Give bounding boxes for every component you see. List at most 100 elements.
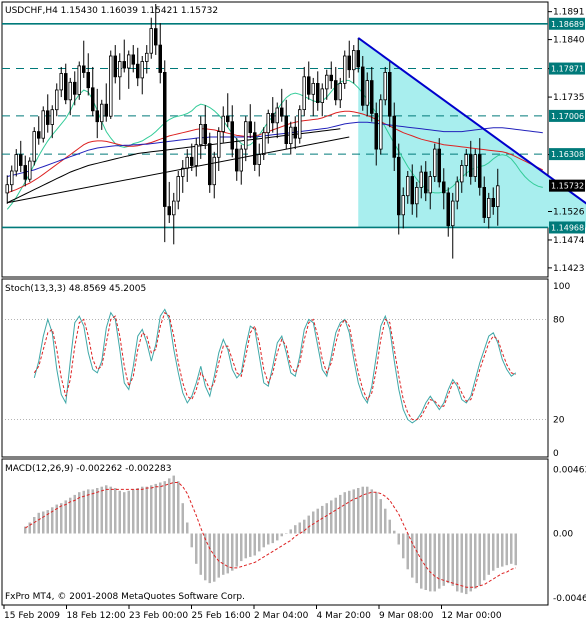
macd-histogram-bar bbox=[235, 533, 238, 567]
price-level-tag-label: 1.16308 bbox=[551, 150, 584, 159]
candle-body bbox=[68, 81, 73, 101]
macd-histogram-bar bbox=[37, 512, 40, 534]
macd-histogram-bar bbox=[366, 486, 369, 534]
macd-histogram-bar bbox=[384, 508, 387, 534]
candle-body bbox=[383, 72, 387, 101]
candle-body bbox=[234, 148, 239, 172]
macd-histogram-bar bbox=[253, 533, 256, 556]
candle-body bbox=[189, 156, 194, 166]
candle-body bbox=[239, 148, 243, 172]
candle-body bbox=[311, 83, 315, 95]
candle-body bbox=[468, 154, 473, 177]
macd-histogram-bar bbox=[307, 515, 310, 534]
ma-mid-line bbox=[7, 110, 544, 194]
macd-histogram-bar bbox=[132, 489, 135, 534]
time-tick-label: 23 Feb 00:00 bbox=[129, 611, 188, 621]
time-tick-label: 12 Mar 00:00 bbox=[442, 611, 502, 621]
candle-body bbox=[419, 171, 423, 188]
macd-histogram-bar bbox=[456, 533, 459, 592]
candle-body bbox=[342, 55, 347, 84]
candle-body bbox=[23, 165, 27, 180]
candle-body bbox=[477, 154, 482, 188]
candle-body bbox=[144, 52, 149, 62]
candle-body bbox=[378, 99, 383, 150]
candle-body bbox=[261, 132, 266, 155]
price-panel: 1.18911.18401.17871.17351.16301.15261.14… bbox=[2, 4, 586, 274]
candle-body bbox=[266, 113, 270, 134]
candle-body bbox=[252, 132, 257, 165]
candle-body bbox=[59, 73, 64, 91]
macd-histogram-bar bbox=[492, 533, 495, 571]
macd-histogram-bar bbox=[181, 503, 184, 534]
macd-histogram-bar bbox=[474, 533, 477, 589]
macd-histogram-bar bbox=[370, 489, 373, 534]
candle-body bbox=[50, 109, 55, 125]
candle-body bbox=[284, 115, 288, 144]
candle-body bbox=[495, 185, 500, 208]
candle-body bbox=[180, 167, 185, 177]
macd-histogram-bar bbox=[352, 489, 355, 534]
candle-body bbox=[64, 73, 68, 101]
candle-body bbox=[225, 115, 230, 123]
candle-body bbox=[109, 55, 113, 117]
macd-histogram-bar bbox=[339, 494, 342, 534]
candle-body bbox=[5, 184, 10, 194]
macd-tick-label: 0.00463 bbox=[553, 466, 586, 476]
candle-body bbox=[329, 74, 333, 82]
candle-body bbox=[41, 110, 46, 139]
macd-histogram-bar bbox=[231, 533, 234, 571]
candle-body bbox=[95, 110, 100, 123]
candle-body bbox=[270, 113, 275, 124]
candle-body bbox=[185, 156, 189, 169]
price-panel-header: USDCHF,H4 1.15430 1.16039 1.15421 1.1573… bbox=[5, 6, 218, 16]
macd-signal-line bbox=[25, 482, 516, 588]
macd-histogram-bar bbox=[294, 525, 297, 534]
candle-body bbox=[401, 195, 405, 216]
macd-histogram-bar bbox=[127, 490, 130, 534]
candle-body bbox=[194, 144, 198, 166]
time-tick-label: 9 Mar 08:00 bbox=[379, 611, 434, 621]
price-level-tag-label: 1.17871 bbox=[551, 65, 584, 74]
macd-histogram-bar bbox=[55, 504, 58, 534]
macd-histogram-bar bbox=[195, 533, 198, 564]
candle-body bbox=[459, 165, 464, 183]
macd-histogram-bar bbox=[199, 533, 202, 575]
candle-body bbox=[27, 160, 32, 180]
macd-histogram-bar bbox=[258, 533, 261, 552]
time-axis: 15 Feb 2009 18 Feb 12:00 23 Feb 00:00 25 Fe… bbox=[3, 605, 502, 621]
price-tick-label: 1.1474 bbox=[553, 236, 585, 246]
macd-histogram-bar bbox=[393, 530, 396, 534]
macd-histogram-bar bbox=[213, 533, 216, 582]
macd-histogram-bar bbox=[271, 533, 274, 544]
candle-body bbox=[320, 88, 324, 104]
macd-histogram-bar bbox=[64, 500, 67, 534]
candle-body bbox=[351, 50, 356, 71]
macd-histogram-bar bbox=[141, 486, 144, 534]
price-level-tag bbox=[549, 62, 585, 75]
candle-body bbox=[293, 126, 297, 139]
macd-histogram-bar bbox=[303, 519, 306, 534]
macd-histogram-bar bbox=[217, 533, 220, 578]
macd-histogram-bar bbox=[91, 489, 94, 534]
macd-histogram-bar bbox=[177, 481, 180, 534]
macd-histogram-bar bbox=[397, 533, 400, 545]
candle-body bbox=[306, 76, 311, 95]
macd-panel-frame bbox=[1, 458, 549, 606]
candle-body bbox=[333, 80, 338, 101]
candle-body bbox=[9, 170, 14, 186]
stoch-tick-label: 80 bbox=[553, 315, 565, 325]
price-level-tag bbox=[549, 148, 585, 161]
candle-body bbox=[486, 197, 491, 218]
macd-panel-header: MACD(12,26,9) -0.002262 -0.002283 bbox=[5, 464, 171, 474]
macd-histogram-bar bbox=[298, 522, 301, 534]
stoch-tick-label: 100 bbox=[553, 282, 570, 292]
macd-histogram-bar bbox=[240, 533, 243, 562]
candle-body bbox=[423, 171, 428, 194]
macd-histogram-bar bbox=[24, 526, 27, 534]
stoch-main-line bbox=[33, 308, 517, 424]
ma-slow-line bbox=[7, 121, 543, 177]
macd-histogram-bar bbox=[285, 533, 288, 534]
candle-body bbox=[324, 74, 329, 90]
candle-body bbox=[167, 206, 171, 216]
macd-histogram-bar bbox=[348, 490, 351, 534]
